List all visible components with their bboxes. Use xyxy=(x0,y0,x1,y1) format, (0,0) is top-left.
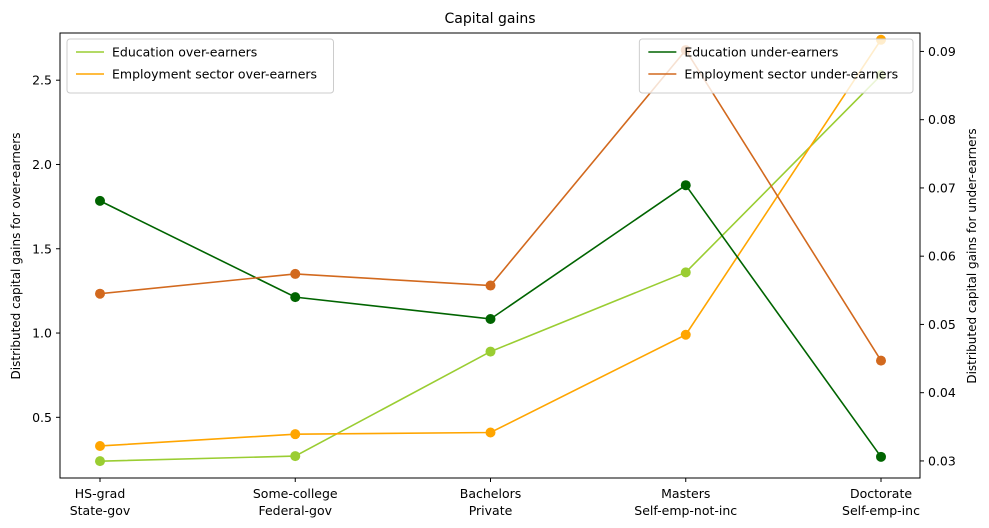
series-line xyxy=(99,39,882,447)
right-y-tick-label: 0.07 xyxy=(928,180,956,195)
data-point xyxy=(95,440,105,451)
data-point xyxy=(485,346,496,357)
right-y-tick-label: 0.09 xyxy=(928,44,956,59)
legend-box xyxy=(66,38,334,94)
right-axis-label: Distributed capital gains for under-earn… xyxy=(965,128,979,383)
left-axis-label: Distributed capital gains for over-earne… xyxy=(9,133,23,380)
left-y-tick-label: 0.5 xyxy=(32,410,52,425)
x-tick-label: Bachelors xyxy=(460,486,522,501)
x-tick-label: Self-emp-inc xyxy=(842,503,920,518)
x-tick-label: Federal-gov xyxy=(258,503,332,518)
legend-right: Education under-earners Employment sector… xyxy=(638,38,914,94)
data-point xyxy=(876,355,886,366)
legend-box xyxy=(638,38,914,94)
legend-label: Education under-earners xyxy=(684,45,838,60)
x-tick-label: HS-grad xyxy=(75,486,126,501)
data-point xyxy=(95,195,105,206)
left-y-tick-label: 2.5 xyxy=(32,73,52,88)
x-tick-label: State-gov xyxy=(70,503,131,518)
legend-label: Employment sector under-earners xyxy=(684,67,898,82)
right-y-tick-label: 0.08 xyxy=(928,112,956,127)
right-y-tick-label: 0.03 xyxy=(928,453,956,468)
series-2 xyxy=(95,180,886,462)
x-tick-label: Private xyxy=(469,503,513,518)
data-point xyxy=(290,429,301,440)
data-point xyxy=(680,329,691,340)
data-point xyxy=(680,180,691,191)
left-y-tick-label: 1.5 xyxy=(32,241,52,256)
plot-frame xyxy=(59,32,921,479)
data-point xyxy=(680,267,691,278)
data-point xyxy=(290,268,301,279)
series-0 xyxy=(95,70,886,467)
data-point xyxy=(95,456,105,467)
x-tick-label: Doctorate xyxy=(850,486,912,501)
legend-label: Education over-earners xyxy=(112,45,257,60)
left-y-tick-label: 1.0 xyxy=(32,326,52,341)
data-point xyxy=(876,451,886,462)
x-tick-label: Masters xyxy=(661,486,710,501)
series-line xyxy=(99,74,882,462)
data-point xyxy=(485,313,496,324)
data-point xyxy=(485,280,496,291)
x-tick-label: Some-college xyxy=(253,486,338,501)
legend-label: Employment sector over-earners xyxy=(112,67,317,82)
right-y-tick-label: 0.04 xyxy=(928,385,956,400)
x-tick-label: Self-emp-not-inc xyxy=(634,503,737,518)
data-point xyxy=(290,292,301,303)
right-y-tick-label: 0.06 xyxy=(928,249,956,264)
data-point xyxy=(485,427,496,438)
data-point xyxy=(95,288,105,299)
left-y-tick-label: 2.0 xyxy=(32,157,52,172)
plot-area: HS-grad State-gov Some-college Federal-gov B… xyxy=(32,32,956,518)
legend-left: Education over-earners Employment sector … xyxy=(66,38,334,94)
data-point xyxy=(290,451,301,462)
right-y-tick-label: 0.05 xyxy=(928,317,956,332)
chart-title: Capital gains xyxy=(444,11,535,27)
series-1 xyxy=(95,34,886,451)
